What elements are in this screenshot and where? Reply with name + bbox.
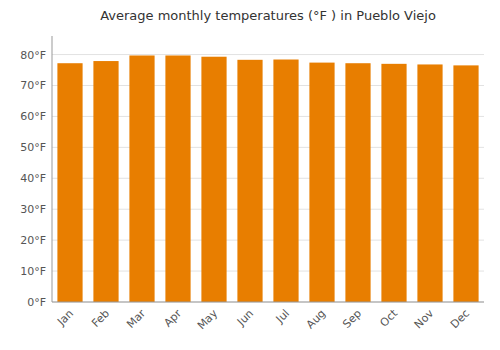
x-tick-label: Feb	[89, 307, 112, 330]
bar	[57, 63, 82, 302]
y-tick-label: 30°F	[20, 203, 46, 216]
bar	[453, 65, 478, 302]
bar	[165, 55, 190, 302]
bar	[93, 61, 118, 302]
grid-line	[52, 302, 484, 303]
bar	[273, 60, 298, 302]
y-tick-label: 50°F	[20, 141, 46, 154]
x-tick-label: Oct	[377, 306, 400, 329]
bar	[237, 60, 262, 302]
y-tick-labels: 0°F 10°F 20°F 30°F 40°F 50°F 60°F 70°F 80°F	[20, 49, 46, 309]
y-tick-label: 80°F	[20, 49, 46, 62]
y-tick-label: 60°F	[20, 110, 46, 123]
title: Average monthly temperatures (°F ) in Pu…	[100, 8, 436, 23]
bar	[309, 63, 334, 302]
bar	[381, 64, 406, 302]
x-tick-label: Jun	[234, 307, 256, 329]
x-tick-label: May	[195, 307, 221, 333]
x-tick-label: Mar	[124, 307, 148, 331]
grid-line	[52, 54, 484, 55]
x-tick-label: Sep	[340, 307, 364, 331]
y-tick-label: 40°F	[20, 172, 46, 185]
bar	[417, 64, 442, 302]
x-tick-label: Dec	[448, 307, 472, 331]
x-axis-line	[52, 302, 484, 303]
chart-svg: Average monthly temperatures (°F ) in Pu…	[0, 0, 500, 350]
y-axis-line	[52, 36, 53, 302]
bar	[345, 63, 370, 302]
y-grid	[52, 55, 484, 302]
chart-container: Average monthly temperatures (°F ) in Pu…	[0, 0, 500, 350]
y-tick-label: 0°F	[27, 296, 46, 309]
x-tick-label: Apr	[161, 307, 184, 330]
x-tick-label: Jan	[54, 307, 76, 329]
x-tick-label: Jul	[273, 307, 292, 326]
bars	[57, 55, 478, 302]
x-tick-label: Nov	[412, 307, 437, 332]
bar	[201, 57, 226, 302]
y-tick-label: 70°F	[20, 79, 46, 92]
bar	[129, 55, 154, 302]
y-tick-label: 20°F	[20, 234, 46, 247]
y-tick-label: 10°F	[20, 265, 46, 278]
x-tick-labels: Jan Feb Mar Apr May Jun Jul Aug Sep Oct Nov Dec	[54, 306, 472, 332]
x-tick-label: Aug	[304, 307, 328, 331]
